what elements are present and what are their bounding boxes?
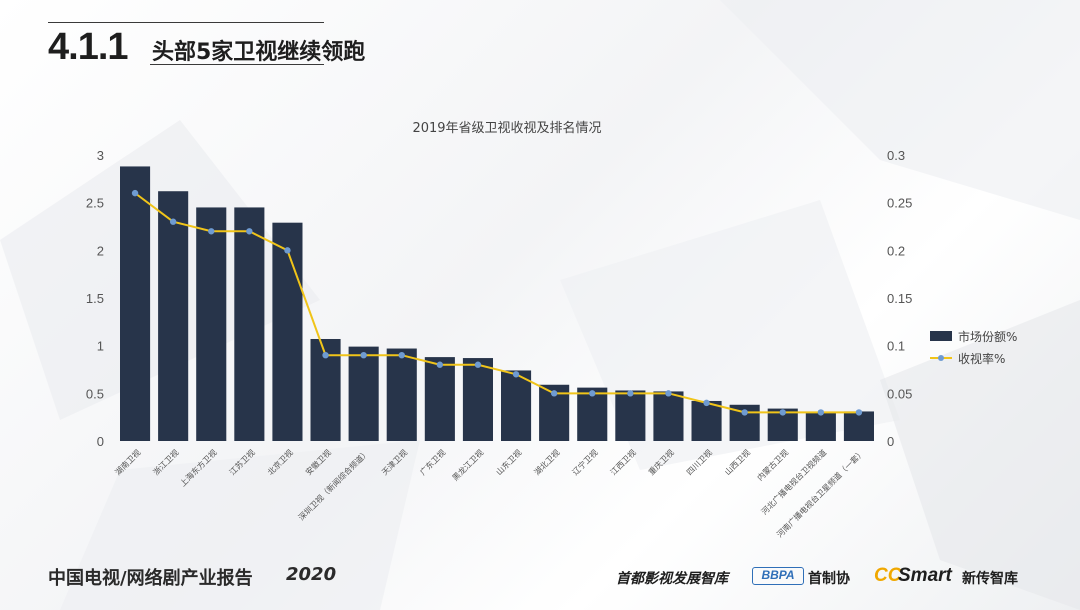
line-point <box>627 390 634 397</box>
bar <box>120 166 151 441</box>
line-point <box>665 390 672 397</box>
right-axis-tick: 0.2 <box>887 243 905 258</box>
header-rule-bottom <box>150 64 324 65</box>
bar <box>424 357 455 441</box>
category-label: 北京卫视 <box>265 447 295 477</box>
bar <box>234 207 265 441</box>
left-axis-tick: 0 <box>97 434 104 449</box>
right-axis-tick: 0.3 <box>887 148 905 163</box>
category-label: 浙江卫视 <box>151 447 181 477</box>
line-point <box>246 228 253 235</box>
bar <box>272 222 303 441</box>
ccsmart-logo-cc: CC <box>874 565 902 586</box>
bar <box>691 400 722 441</box>
chart-title: 2019年省级卫视收视及排名情况 <box>412 120 601 136</box>
report-title: 中国电视/网络剧产业报告 <box>48 568 253 589</box>
category-label: 重庆卫视 <box>646 447 676 477</box>
section-number: 4.1.1 <box>48 26 129 68</box>
right-axis-tick: 0.25 <box>887 196 912 211</box>
left-axis-tick: 1.5 <box>86 291 104 306</box>
line-point <box>169 218 177 225</box>
think-tank-logo: 首都影视发展智库 <box>616 571 728 587</box>
category-label: 广东卫视 <box>418 447 448 477</box>
line-point <box>322 352 329 359</box>
header-rule-top <box>48 22 324 23</box>
line-point <box>512 371 520 378</box>
right-axis-tick: 0.15 <box>887 291 912 306</box>
left-axis-tick: 3 <box>97 148 104 163</box>
line-point <box>741 409 748 416</box>
chart: 2019年省级卫视收视及排名情况 0 0.5 1 1.5 2 2.5 3 0 0.05 0.1 0.1… <box>86 120 1017 539</box>
legend-swatch-bar <box>930 331 952 341</box>
line-point <box>131 189 139 197</box>
line-point <box>474 361 482 368</box>
bar <box>805 412 836 441</box>
right-axis-tick: 0.05 <box>887 386 912 401</box>
category-label: 山西卫视 <box>722 447 752 477</box>
category-label: 黑龙江卫视 <box>450 447 485 482</box>
line-point <box>436 361 444 368</box>
ccsmart-logo-smart: Smart <box>898 565 952 586</box>
category-label: 湖北卫视 <box>532 447 562 477</box>
category-label: 湖南卫视 <box>113 447 143 477</box>
category-label: 河北广播电视台卫视频道 <box>759 447 828 516</box>
line-point <box>398 352 405 359</box>
bar <box>653 391 684 441</box>
category-label: 四川卫视 <box>684 447 714 477</box>
left-axis-tick: 0.5 <box>86 386 104 401</box>
category-label: 上海东方卫视 <box>178 447 219 488</box>
bar <box>615 390 646 441</box>
line-point <box>284 247 291 254</box>
bar <box>462 358 493 441</box>
bar <box>386 348 417 441</box>
bar <box>196 207 227 441</box>
line-point <box>855 409 863 416</box>
new-media-logo: 新传智库 <box>962 571 1018 587</box>
bar <box>348 346 379 441</box>
category-label: 安徽卫视 <box>303 447 333 477</box>
legend-swatch-marker <box>938 355 944 361</box>
category-label: 内蒙古卫视 <box>755 447 790 482</box>
section-title: 头部5家卫视继续领跑 <box>152 40 366 65</box>
association-logo: 首制协 <box>808 571 850 587</box>
line-point <box>360 352 367 359</box>
left-axis-tick: 1 <box>97 339 104 354</box>
line-point <box>779 409 786 416</box>
report-year: 2020 <box>286 564 337 585</box>
category-label: 江苏卫视 <box>227 447 257 477</box>
line-series <box>134 192 859 414</box>
category-label: 辽宁卫视 <box>570 447 600 477</box>
bar <box>501 370 532 441</box>
bar <box>843 411 874 441</box>
left-axis-tick: 2.5 <box>86 196 104 211</box>
category-label: 天津卫视 <box>379 447 409 477</box>
line-point <box>550 390 558 397</box>
category-label: 山东卫视 <box>494 447 524 477</box>
right-axis-tick: 0 <box>887 434 894 449</box>
bbpa-logo: BBPA <box>752 567 804 585</box>
line-point <box>589 390 596 397</box>
line-point <box>208 228 215 235</box>
category-label: 深圳卫视（新闻综合频道） <box>296 447 371 522</box>
legend-label-line: 收视率% <box>958 351 1005 366</box>
left-axis-tick: 2 <box>97 243 104 258</box>
line-point <box>817 409 825 416</box>
bar <box>158 191 189 441</box>
legend-label-bar: 市场份额% <box>958 329 1017 344</box>
line-point <box>703 399 710 407</box>
right-axis-tick: 0.1 <box>887 339 905 354</box>
category-label: 江西卫视 <box>608 447 638 477</box>
